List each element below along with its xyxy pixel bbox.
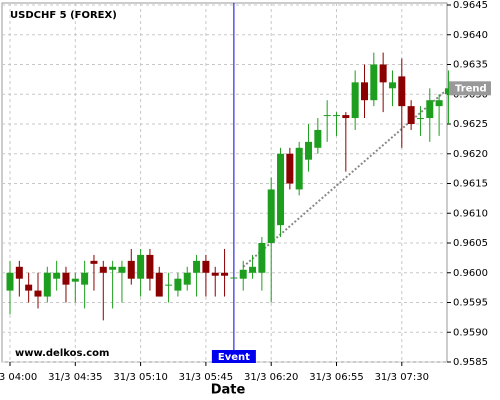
candle-body [15, 266, 23, 279]
candle-body [426, 100, 434, 119]
candle-body [323, 115, 331, 117]
candle-body [211, 272, 219, 276]
candle-body [6, 272, 14, 291]
candle-body [99, 266, 107, 273]
y-tick-label: 0.9600 [453, 268, 488, 279]
x-tick-label: 31/3 04:35 [48, 372, 102, 383]
candle-body [398, 76, 406, 107]
candle-body [333, 115, 340, 117]
candle-body [295, 147, 303, 190]
x-tick-label: 31/3 04:00 [0, 372, 37, 383]
candle-body [258, 243, 266, 273]
x-tick-label: 31/3 05:45 [179, 372, 233, 383]
candle-body [165, 284, 173, 286]
candle-body [62, 272, 70, 285]
candle-body [370, 64, 378, 101]
x-tick-label: 31/3 05:10 [113, 372, 167, 383]
trend-line [242, 87, 450, 268]
x-tick-label: 31/3 06:55 [309, 372, 363, 383]
trend-label-box [449, 81, 491, 96]
y-tick-label: 0.9605 [453, 238, 488, 249]
event-label: Event [218, 352, 250, 363]
candle-body [314, 129, 322, 148]
candle-body [239, 269, 247, 279]
candle-body [435, 100, 443, 107]
candle-body [221, 272, 229, 276]
candle-body [267, 189, 275, 243]
candle-body [305, 141, 313, 160]
candle-body [193, 260, 201, 273]
candle-body [351, 82, 359, 119]
watermark: www.delkos.com [15, 348, 109, 359]
candle-body [53, 272, 61, 279]
candle-body [43, 272, 51, 297]
candle-body [81, 272, 89, 285]
candle-body [146, 254, 154, 279]
candle-body [118, 266, 126, 273]
candle-body [71, 278, 79, 282]
x-tick-label: 31/3 06:20 [244, 372, 298, 383]
candle-body [416, 118, 424, 120]
candle-body [137, 254, 145, 279]
y-tick-label: 0.9645 [453, 0, 488, 11]
candle-body [249, 266, 257, 273]
y-tick-label: 0.9595 [453, 298, 488, 309]
candle-body [277, 153, 285, 226]
candle-body [127, 260, 135, 279]
candle-body [174, 278, 182, 291]
candle-body [286, 153, 294, 184]
candle-body [379, 64, 387, 83]
trend-label: Trend [455, 83, 487, 94]
y-tick-label: 0.9620 [453, 149, 488, 160]
candle-body [109, 266, 117, 270]
candle-body [202, 260, 210, 273]
candle-body [360, 82, 368, 101]
y-tick-label: 0.9640 [453, 30, 488, 41]
event-label-box [211, 350, 256, 363]
y-tick-label: 0.9615 [453, 179, 488, 190]
candle-body [407, 106, 415, 124]
y-tick-label: 0.9585 [453, 357, 488, 368]
y-tick-label: 0.9590 [453, 327, 488, 338]
y-tick-label: 0.9610 [453, 208, 488, 219]
x-tick-label: 31/3 07:30 [375, 372, 429, 383]
candle-body [90, 260, 98, 264]
candle-body [388, 82, 396, 89]
plot-frame [1, 2, 448, 363]
candle-body [25, 284, 33, 291]
chart-title: USDCHF 5 (FOREX) [10, 10, 117, 21]
candle-body [444, 88, 452, 95]
plot-layer [2, 3, 452, 366]
x-axis-title: Date [211, 383, 246, 398]
candle-body [34, 290, 42, 297]
y-tick-label: 0.9625 [453, 119, 488, 130]
candle-body [155, 272, 163, 297]
candle-body [183, 272, 191, 285]
candle-body [342, 115, 350, 119]
candle-body [230, 277, 238, 279]
y-tick-label: 0.9635 [453, 60, 488, 71]
